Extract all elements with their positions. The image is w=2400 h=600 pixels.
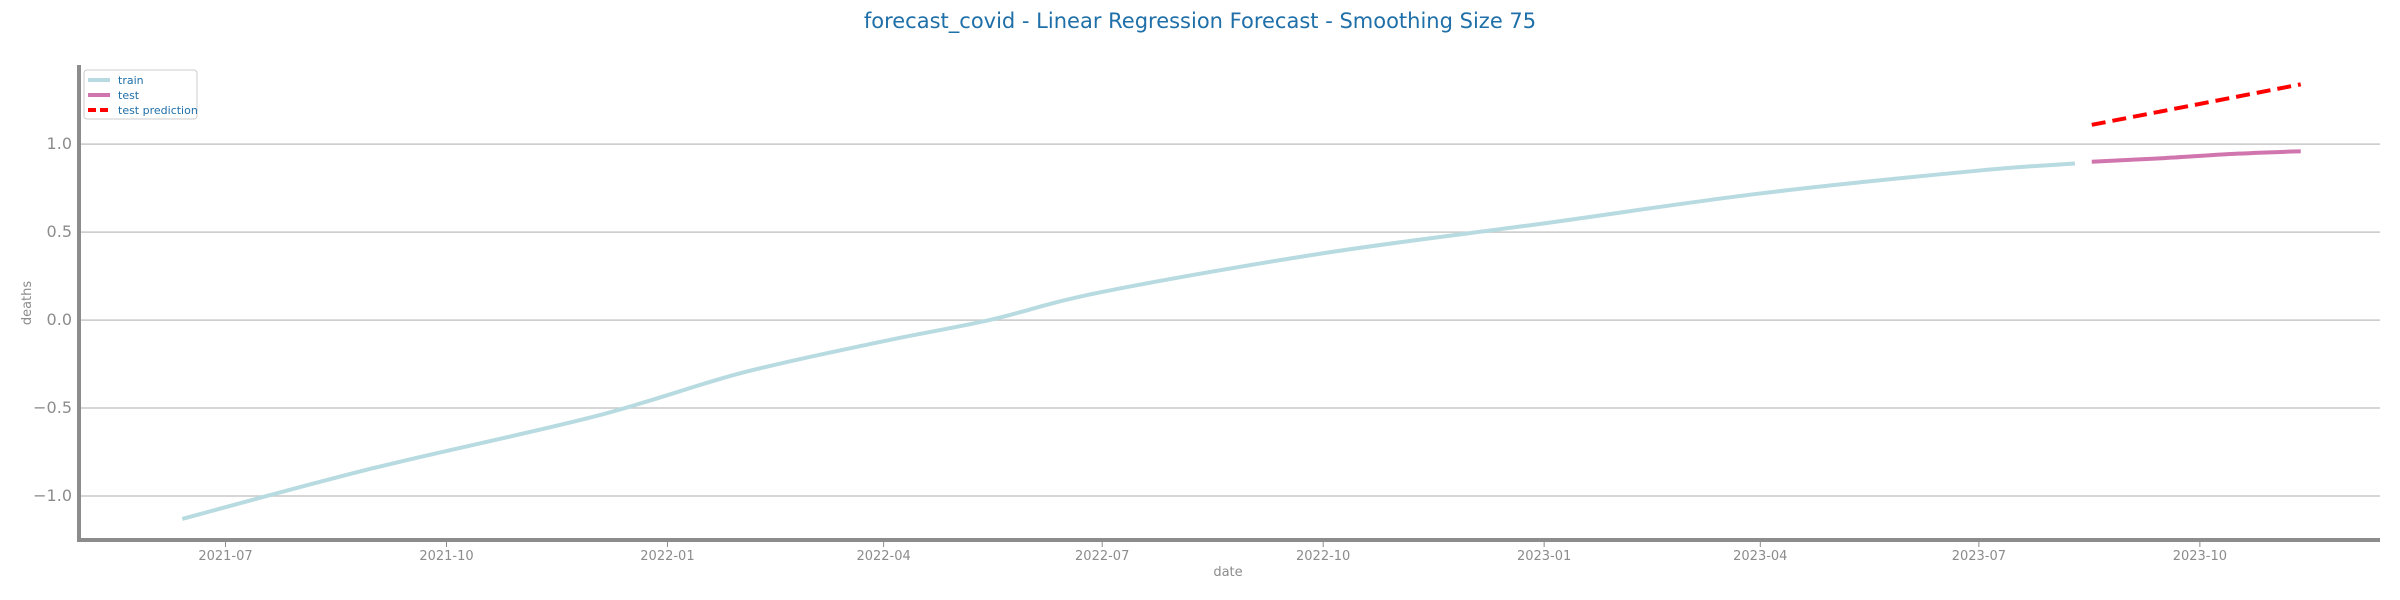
x-tick-label: 2021-10 xyxy=(419,549,473,564)
x-tick-label: 2023-01 xyxy=(1517,549,1571,564)
legend: train test test prediction xyxy=(83,69,198,120)
y-tick-label: 0.0 xyxy=(47,310,72,329)
grid-lines xyxy=(79,143,2380,497)
y-tick-label: −0.5 xyxy=(33,398,72,417)
series-line-test xyxy=(2091,149,2301,164)
x-tick-label: 2021-07 xyxy=(198,549,252,564)
y-ticks: −1.0 −0.5 0.0 0.5 1.0 xyxy=(33,134,72,505)
x-tick-label: 2022-04 xyxy=(856,549,910,564)
x-ticks: 2021-07 2021-10 2022-01 2022-04 2022-07 2022-… xyxy=(198,542,2227,564)
legend-label: test xyxy=(118,89,140,102)
legend-label: test prediction xyxy=(118,104,198,117)
x-tick-label: 2022-01 xyxy=(640,549,694,564)
y-axis-label: deaths xyxy=(20,281,35,326)
chart-title: forecast_covid - Linear Regression Forec… xyxy=(864,9,1536,34)
y-tick-label: 0.5 xyxy=(47,222,72,241)
legend-label: train xyxy=(118,74,144,87)
x-tick-label: 2022-07 xyxy=(1075,549,1129,564)
x-axis-label: date xyxy=(1213,565,1242,580)
legend-box xyxy=(83,69,198,120)
y-tick-label: 1.0 xyxy=(47,134,72,153)
x-tick-label: 2023-04 xyxy=(1733,549,1787,564)
x-tick-label: 2023-07 xyxy=(1952,549,2006,564)
series-line-test-prediction xyxy=(2091,82,2302,127)
x-tick-label: 2022-10 xyxy=(1296,549,1350,564)
series-line-train xyxy=(181,161,2076,521)
y-tick-label: −1.0 xyxy=(33,486,72,505)
series-lines xyxy=(181,82,2302,521)
x-tick-label: 2023-10 xyxy=(2173,549,2227,564)
